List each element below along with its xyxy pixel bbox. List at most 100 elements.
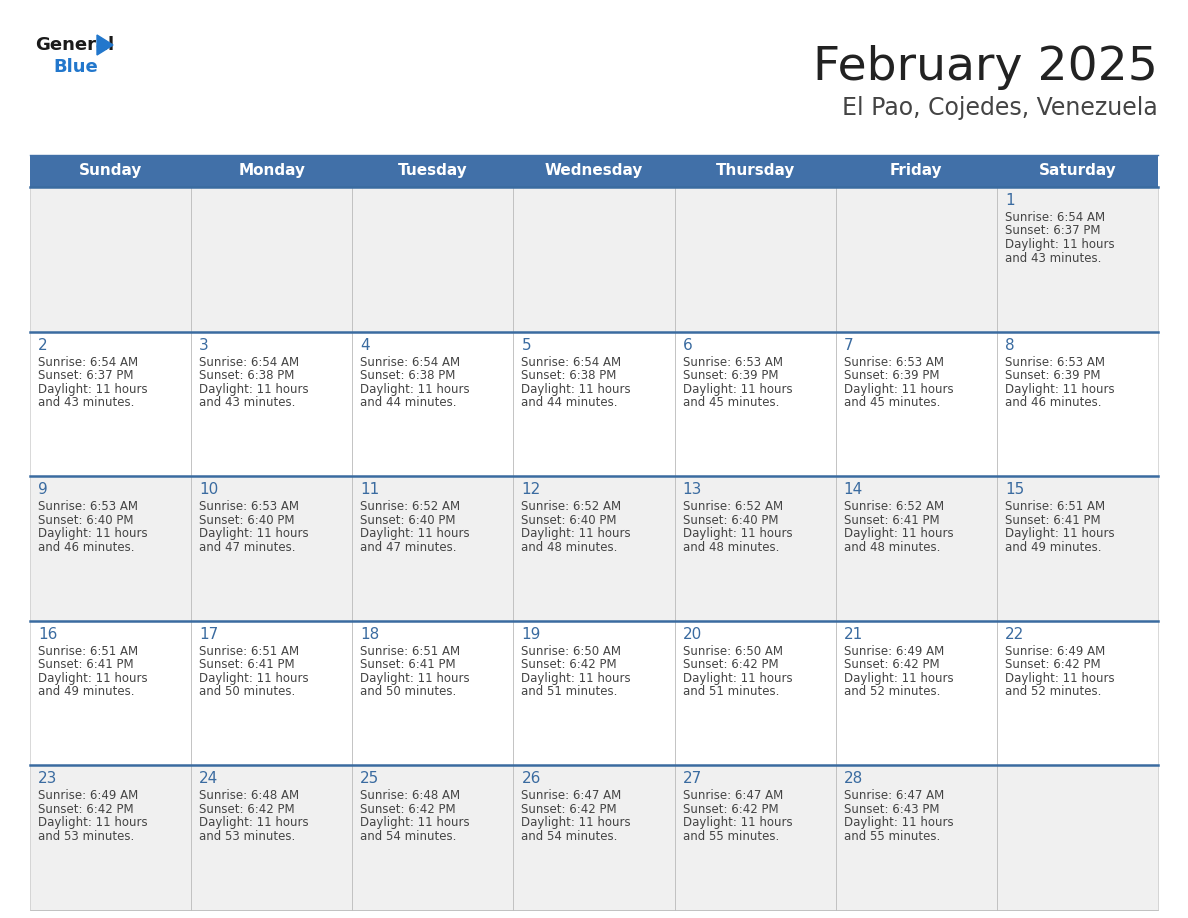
Text: Sunrise: 6:53 AM: Sunrise: 6:53 AM (843, 355, 943, 369)
Text: 5: 5 (522, 338, 531, 353)
Bar (513, 331, 675, 476)
Text: Daylight: 11 hours: Daylight: 11 hours (522, 672, 631, 685)
Text: Sunrise: 6:49 AM: Sunrise: 6:49 AM (38, 789, 138, 802)
Bar (997, 187, 1158, 331)
Bar (835, 766, 997, 910)
Text: Sunrise: 6:47 AM: Sunrise: 6:47 AM (522, 789, 621, 802)
Text: Daylight: 11 hours: Daylight: 11 hours (360, 816, 470, 829)
Bar (675, 187, 835, 331)
Text: Sunset: 6:42 PM: Sunset: 6:42 PM (38, 803, 133, 816)
Bar (513, 476, 675, 621)
Bar (191, 621, 353, 766)
Text: Daylight: 11 hours: Daylight: 11 hours (1005, 383, 1114, 396)
Text: and 49 minutes.: and 49 minutes. (38, 686, 134, 699)
Bar (835, 621, 997, 766)
Bar (997, 476, 1158, 621)
Text: Daylight: 11 hours: Daylight: 11 hours (843, 816, 953, 829)
Text: Daylight: 11 hours: Daylight: 11 hours (683, 527, 792, 540)
Bar (675, 621, 835, 766)
Text: and 51 minutes.: and 51 minutes. (522, 686, 618, 699)
Text: Sunrise: 6:47 AM: Sunrise: 6:47 AM (683, 789, 783, 802)
Text: and 44 minutes.: and 44 minutes. (522, 396, 618, 409)
Text: Daylight: 11 hours: Daylight: 11 hours (683, 383, 792, 396)
Bar (835, 331, 997, 476)
Text: and 52 minutes.: and 52 minutes. (1005, 686, 1101, 699)
Text: Thursday: Thursday (715, 163, 795, 178)
Bar (191, 476, 353, 621)
Text: and 51 minutes.: and 51 minutes. (683, 686, 779, 699)
Text: and 47 minutes.: and 47 minutes. (360, 541, 456, 554)
Text: 10: 10 (200, 482, 219, 498)
Polygon shape (97, 35, 113, 55)
Bar (353, 766, 513, 910)
Text: Daylight: 11 hours: Daylight: 11 hours (683, 672, 792, 685)
Text: 22: 22 (1005, 627, 1024, 642)
Text: 15: 15 (1005, 482, 1024, 498)
Text: and 46 minutes.: and 46 minutes. (38, 541, 134, 554)
Text: 19: 19 (522, 627, 541, 642)
Text: Sunrise: 6:53 AM: Sunrise: 6:53 AM (200, 500, 299, 513)
Text: 9: 9 (38, 482, 48, 498)
Text: 26: 26 (522, 771, 541, 787)
Text: Sunrise: 6:54 AM: Sunrise: 6:54 AM (38, 355, 138, 369)
Text: Tuesday: Tuesday (398, 163, 468, 178)
Text: Sunset: 6:42 PM: Sunset: 6:42 PM (522, 658, 617, 671)
Text: Sunset: 6:41 PM: Sunset: 6:41 PM (38, 658, 133, 671)
Text: 14: 14 (843, 482, 862, 498)
Text: Sunset: 6:39 PM: Sunset: 6:39 PM (1005, 369, 1100, 382)
Text: Friday: Friday (890, 163, 942, 178)
Text: Daylight: 11 hours: Daylight: 11 hours (1005, 527, 1114, 540)
Text: 8: 8 (1005, 338, 1015, 353)
Text: Sunrise: 6:49 AM: Sunrise: 6:49 AM (1005, 644, 1105, 658)
Text: 23: 23 (38, 771, 57, 787)
Text: Daylight: 11 hours: Daylight: 11 hours (683, 816, 792, 829)
Text: and 54 minutes.: and 54 minutes. (522, 830, 618, 843)
Text: Sunrise: 6:50 AM: Sunrise: 6:50 AM (683, 644, 783, 658)
Text: Sunset: 6:39 PM: Sunset: 6:39 PM (683, 369, 778, 382)
Text: and 50 minutes.: and 50 minutes. (200, 686, 296, 699)
Bar (30, 331, 191, 476)
Text: Sunset: 6:38 PM: Sunset: 6:38 PM (522, 369, 617, 382)
Text: and 43 minutes.: and 43 minutes. (38, 396, 134, 409)
Text: Daylight: 11 hours: Daylight: 11 hours (360, 383, 470, 396)
Text: Sunrise: 6:54 AM: Sunrise: 6:54 AM (1005, 211, 1105, 224)
Text: Sunset: 6:40 PM: Sunset: 6:40 PM (360, 514, 456, 527)
Bar (30, 187, 191, 331)
Text: 3: 3 (200, 338, 209, 353)
Text: Sunrise: 6:52 AM: Sunrise: 6:52 AM (843, 500, 943, 513)
Text: and 53 minutes.: and 53 minutes. (38, 830, 134, 843)
Text: Daylight: 11 hours: Daylight: 11 hours (522, 816, 631, 829)
Bar (353, 187, 513, 331)
Text: Sunrise: 6:53 AM: Sunrise: 6:53 AM (38, 500, 138, 513)
Bar (30, 155, 1158, 187)
Text: 21: 21 (843, 627, 862, 642)
Text: Sunrise: 6:48 AM: Sunrise: 6:48 AM (360, 789, 461, 802)
Bar (997, 331, 1158, 476)
Text: Sunrise: 6:52 AM: Sunrise: 6:52 AM (360, 500, 461, 513)
Text: 27: 27 (683, 771, 702, 787)
Text: Sunrise: 6:51 AM: Sunrise: 6:51 AM (200, 644, 299, 658)
Text: Daylight: 11 hours: Daylight: 11 hours (522, 527, 631, 540)
Text: Sunset: 6:43 PM: Sunset: 6:43 PM (843, 803, 940, 816)
Bar (675, 766, 835, 910)
Text: and 48 minutes.: and 48 minutes. (522, 541, 618, 554)
Bar (513, 187, 675, 331)
Text: 4: 4 (360, 338, 369, 353)
Text: and 43 minutes.: and 43 minutes. (1005, 252, 1101, 264)
Bar (997, 766, 1158, 910)
Text: Sunset: 6:42 PM: Sunset: 6:42 PM (360, 803, 456, 816)
Bar (30, 766, 191, 910)
Text: 28: 28 (843, 771, 862, 787)
Text: Sunrise: 6:51 AM: Sunrise: 6:51 AM (38, 644, 138, 658)
Text: Daylight: 11 hours: Daylight: 11 hours (522, 383, 631, 396)
Text: Sunrise: 6:51 AM: Sunrise: 6:51 AM (360, 644, 461, 658)
Bar (675, 331, 835, 476)
Text: Sunrise: 6:48 AM: Sunrise: 6:48 AM (200, 789, 299, 802)
Text: and 45 minutes.: and 45 minutes. (843, 396, 940, 409)
Text: Daylight: 11 hours: Daylight: 11 hours (200, 383, 309, 396)
Text: and 43 minutes.: and 43 minutes. (200, 396, 296, 409)
Text: Sunrise: 6:54 AM: Sunrise: 6:54 AM (200, 355, 299, 369)
Text: Sunset: 6:37 PM: Sunset: 6:37 PM (38, 369, 133, 382)
Text: 17: 17 (200, 627, 219, 642)
Text: 13: 13 (683, 482, 702, 498)
